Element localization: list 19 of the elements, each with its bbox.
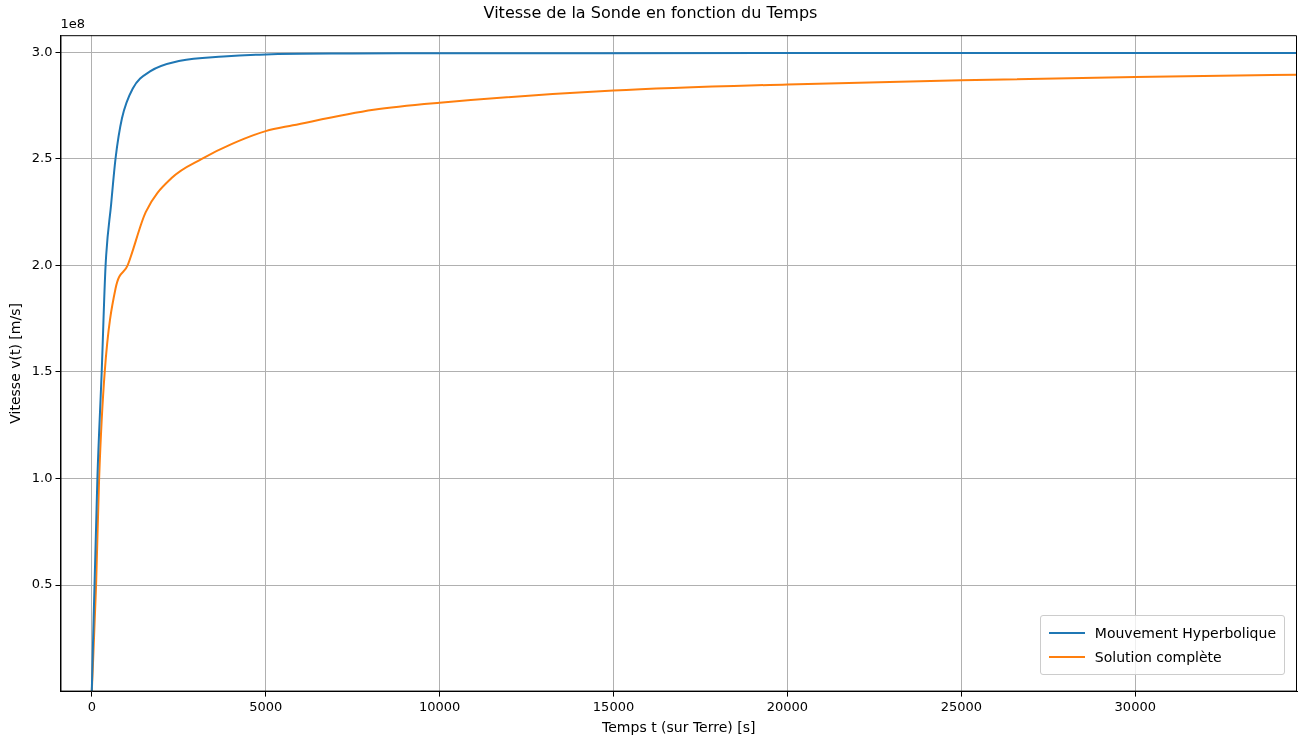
x-axis-title: Temps t (sur Terre) [s] <box>601 719 756 736</box>
x-tick-label: 0 <box>87 698 96 714</box>
text: 1e8 <box>60 16 86 32</box>
chart-title: Vitesse de la Sonde en fonction du Temps <box>483 2 818 22</box>
legend-label: Solution complète <box>1094 649 1222 665</box>
y-tick-label: 3.0 <box>31 43 53 59</box>
y-axis-title: Vitesse v(t) [m/s] <box>7 303 24 424</box>
x-tick-label: 5000 <box>249 698 283 714</box>
y-tick-label: 0.5 <box>31 576 53 592</box>
x-tick-label: 30000 <box>1114 698 1156 714</box>
y-tick-label: 2.0 <box>31 256 53 272</box>
y-tick-label: 2.5 <box>31 150 53 166</box>
x-tick-label: 10000 <box>418 698 461 714</box>
x-tick-label: 25000 <box>940 698 983 714</box>
legend-label: Mouvement Hyperbolique <box>1094 625 1276 641</box>
y-tick-label: 1.5 <box>31 363 53 379</box>
x-tick-label: 20000 <box>766 698 809 714</box>
y-tick-label: 1.0 <box>31 469 53 485</box>
x-tick-label: 15000 <box>592 698 635 714</box>
